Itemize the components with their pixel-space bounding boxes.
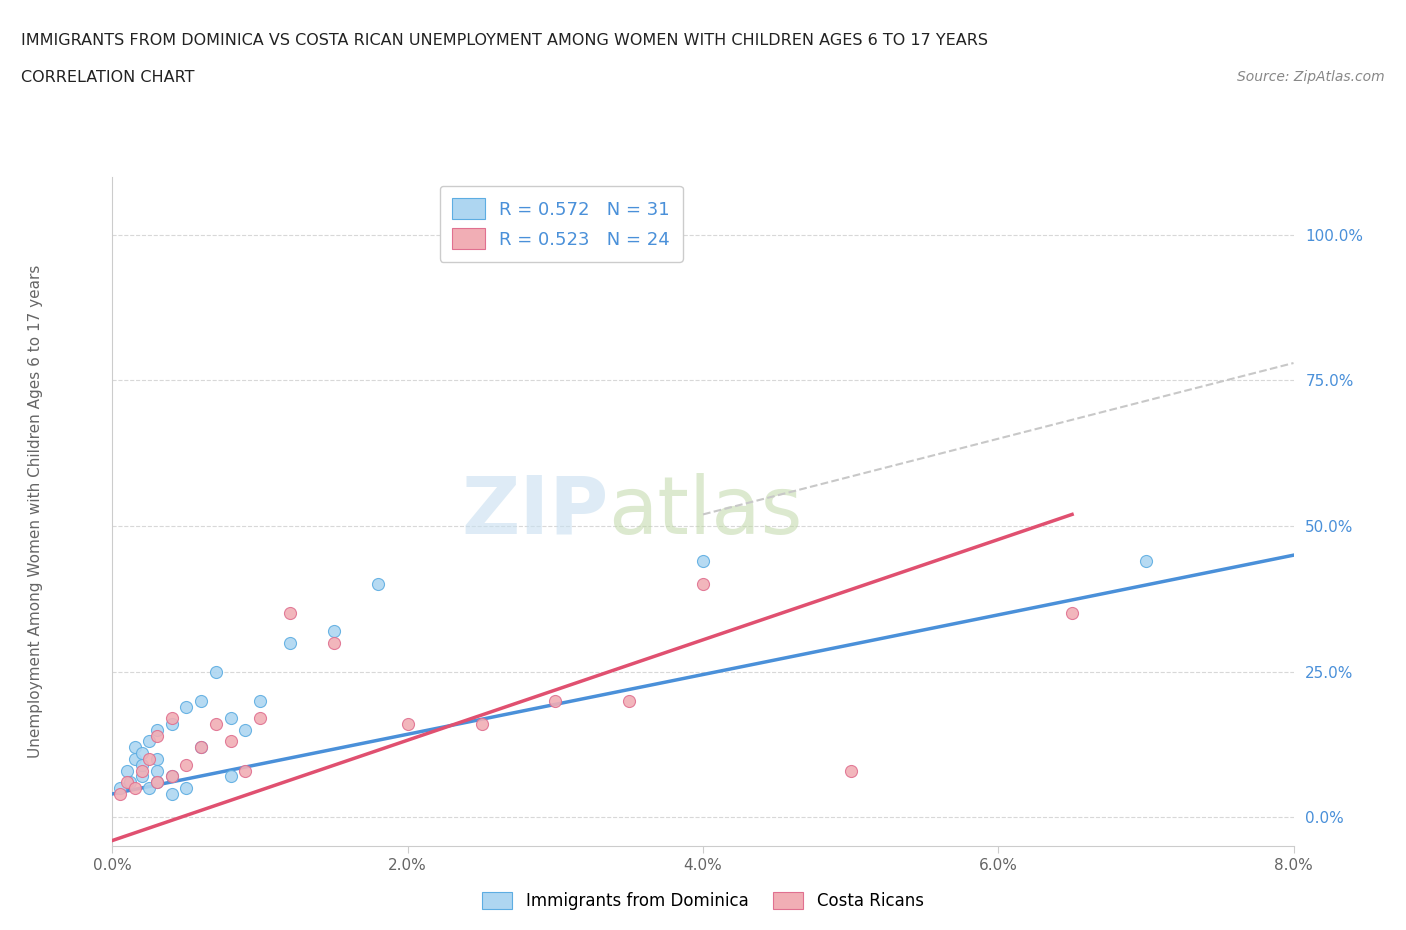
Point bbox=[131, 757, 153, 772]
Text: atlas: atlas bbox=[609, 472, 803, 551]
Point bbox=[205, 664, 228, 679]
Point bbox=[146, 775, 169, 790]
Point bbox=[146, 728, 169, 743]
Point bbox=[471, 717, 494, 732]
Point bbox=[146, 764, 169, 778]
Point bbox=[692, 577, 714, 591]
Point bbox=[190, 693, 212, 708]
Point bbox=[124, 751, 146, 766]
Point bbox=[146, 723, 169, 737]
Point bbox=[146, 751, 169, 766]
Point bbox=[108, 787, 131, 802]
Point bbox=[190, 740, 212, 755]
Text: IMMIGRANTS FROM DOMINICA VS COSTA RICAN UNEMPLOYMENT AMONG WOMEN WITH CHILDREN A: IMMIGRANTS FROM DOMINICA VS COSTA RICAN … bbox=[21, 33, 988, 47]
Point bbox=[249, 711, 271, 725]
Point bbox=[692, 553, 714, 568]
Point bbox=[278, 606, 301, 621]
Point bbox=[219, 734, 242, 749]
Point bbox=[174, 780, 197, 795]
Point bbox=[138, 751, 160, 766]
Point bbox=[108, 780, 131, 795]
Point bbox=[124, 740, 146, 755]
Legend: R = 0.572   N = 31, R = 0.523   N = 24: R = 0.572 N = 31, R = 0.523 N = 24 bbox=[440, 186, 683, 261]
Text: Source: ZipAtlas.com: Source: ZipAtlas.com bbox=[1237, 70, 1385, 84]
Point bbox=[174, 699, 197, 714]
Point bbox=[205, 717, 228, 732]
Text: Unemployment Among Women with Children Ages 6 to 17 years: Unemployment Among Women with Children A… bbox=[28, 265, 42, 758]
Text: ZIP: ZIP bbox=[461, 472, 609, 551]
Point bbox=[160, 711, 183, 725]
Point bbox=[233, 764, 256, 778]
Point bbox=[1135, 553, 1157, 568]
Point bbox=[233, 723, 256, 737]
Point bbox=[117, 775, 138, 790]
Point bbox=[219, 711, 242, 725]
Point bbox=[619, 693, 641, 708]
Point bbox=[138, 734, 160, 749]
Point bbox=[323, 623, 346, 638]
Point bbox=[138, 780, 160, 795]
Legend: Immigrants from Dominica, Costa Ricans: Immigrants from Dominica, Costa Ricans bbox=[475, 885, 931, 917]
Point bbox=[131, 746, 153, 761]
Point bbox=[174, 757, 197, 772]
Point bbox=[160, 769, 183, 784]
Point bbox=[131, 769, 153, 784]
Text: CORRELATION CHART: CORRELATION CHART bbox=[21, 70, 194, 85]
Point bbox=[124, 780, 146, 795]
Point bbox=[278, 635, 301, 650]
Point bbox=[160, 787, 183, 802]
Point bbox=[146, 775, 169, 790]
Point bbox=[544, 693, 567, 708]
Point bbox=[160, 717, 183, 732]
Point bbox=[160, 769, 183, 784]
Point bbox=[190, 740, 212, 755]
Point bbox=[839, 764, 862, 778]
Point bbox=[367, 577, 389, 591]
Point bbox=[120, 775, 142, 790]
Point bbox=[249, 693, 271, 708]
Point bbox=[323, 635, 346, 650]
Point bbox=[396, 717, 419, 732]
Point bbox=[131, 764, 153, 778]
Point bbox=[1062, 606, 1084, 621]
Point bbox=[219, 769, 242, 784]
Point bbox=[117, 764, 138, 778]
